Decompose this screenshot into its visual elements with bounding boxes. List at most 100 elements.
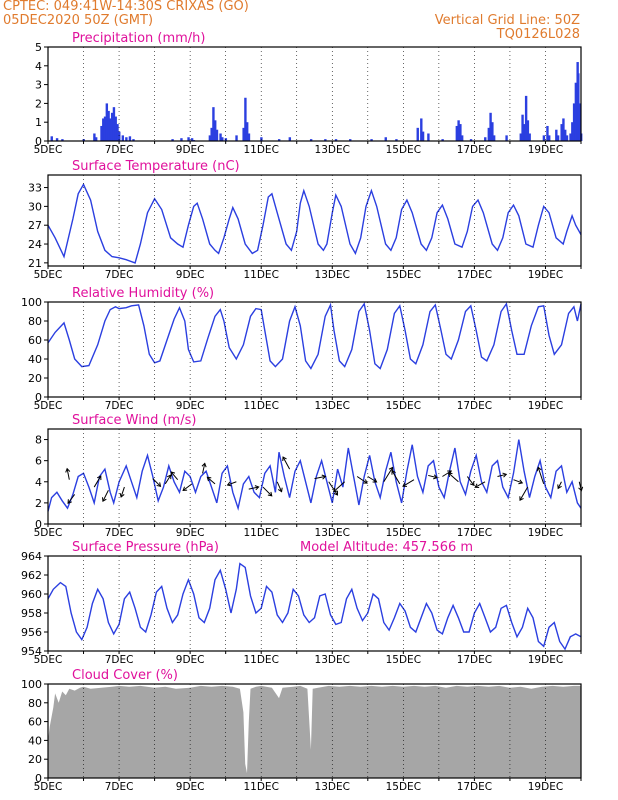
x-tick-label: 15DEC xyxy=(386,144,421,156)
precip-bar xyxy=(420,118,423,141)
wind-arrow xyxy=(519,486,529,502)
y-tick-label: 4 xyxy=(35,476,42,489)
precip-bar xyxy=(55,138,59,141)
x-tick-label: 17DEC xyxy=(457,269,492,281)
x-tick-label: 7DEC xyxy=(105,654,134,666)
x-tick-label: 11DEC xyxy=(243,654,278,666)
y-tick-label: 27 xyxy=(28,219,42,232)
x-tick-label: 19DEC xyxy=(528,527,563,539)
y-tick-label: 80 xyxy=(28,315,42,328)
wind-arrow xyxy=(328,481,339,496)
x-tick-label: 11DEC xyxy=(243,781,278,793)
x-tick-label: 19DEC xyxy=(528,144,563,156)
precip-bar xyxy=(102,118,105,141)
y-tick-label: 20 xyxy=(28,753,42,766)
precip-bar xyxy=(107,110,110,141)
precip-bar xyxy=(484,137,487,141)
x-tick-label: 17DEC xyxy=(457,144,492,156)
precip-bar xyxy=(487,127,491,141)
precip-bar xyxy=(334,139,338,141)
precip-bar xyxy=(460,135,464,141)
x-tick-label: 9DEC xyxy=(176,781,205,793)
panel-title: Precipitation (mm/h) xyxy=(72,31,205,46)
precip-bar xyxy=(235,135,238,141)
precip-bar xyxy=(457,120,460,141)
precip-bar xyxy=(455,125,459,141)
precip-bar xyxy=(187,137,190,141)
panel-4: 954 956 958 960 962 964 5DEC 7DEC 9DEC 11DEC 13DEC… xyxy=(21,540,582,666)
y-tick-label: 0 xyxy=(35,135,42,148)
precip-bar xyxy=(242,127,245,141)
precip-bar xyxy=(523,124,526,141)
precip-bar xyxy=(427,133,430,141)
x-tick-label: 5DEC xyxy=(34,781,63,793)
x-tick-label: 17DEC xyxy=(457,400,492,412)
x-tick-label: 13DEC xyxy=(315,654,350,666)
precip-bar xyxy=(416,127,419,141)
y-tick-label: 60 xyxy=(28,716,42,729)
wind-arrow xyxy=(497,472,508,478)
precip-bar xyxy=(546,125,549,141)
wind-arrow xyxy=(152,478,162,487)
panel-1: 21 24 27 30 33 5DEC 7DEC 9DEC 11DEC 13DEC 15DEC 17D… xyxy=(28,159,582,281)
precip-bar xyxy=(215,129,219,141)
precip-bar xyxy=(560,124,563,141)
x-tick-label: 13DEC xyxy=(315,527,350,539)
wind-arrow xyxy=(248,485,260,491)
wind-arrow xyxy=(164,474,172,485)
wind-arrow xyxy=(447,472,459,483)
wind-arrow xyxy=(314,474,327,480)
x-tick-label: 5DEC xyxy=(34,527,63,539)
wind-arrow xyxy=(428,474,438,480)
panel-frame xyxy=(47,174,582,267)
x-tick-label: 7DEC xyxy=(105,781,134,793)
wind-arrow xyxy=(356,476,368,484)
precip-bar xyxy=(50,136,53,141)
precip-bar xyxy=(572,103,576,141)
wind-arrow xyxy=(262,486,273,497)
panel-title: Surface Wind (m/s) xyxy=(72,413,196,428)
precip-bar xyxy=(171,139,174,141)
precip-bar xyxy=(93,133,96,141)
panel-frame xyxy=(47,301,582,398)
y-tick-label: 100 xyxy=(21,296,42,309)
y-tick-label: 33 xyxy=(28,182,42,195)
x-tick-label: 9DEC xyxy=(176,400,205,412)
y-tick-label: 956 xyxy=(21,626,42,639)
precip-bar xyxy=(116,124,119,141)
x-tick-label: 5DEC xyxy=(34,269,63,281)
series-line xyxy=(47,439,582,512)
panel-frame xyxy=(47,428,582,525)
y-tick-label: 0 xyxy=(35,772,42,785)
grid-note: Vertical Grid Line: 50Z xyxy=(434,13,580,28)
wind-arrow xyxy=(333,481,346,493)
x-tick-label: 7DEC xyxy=(105,527,134,539)
y-tick-label: 954 xyxy=(21,645,42,658)
y-tick-label: 964 xyxy=(21,550,42,563)
precip-bar xyxy=(100,125,103,141)
precip-bar xyxy=(244,97,247,141)
y-tick-label: 6 xyxy=(35,455,42,468)
precip-bar xyxy=(384,137,387,141)
y-tick-label: 4 xyxy=(35,60,42,73)
precip-bar xyxy=(190,138,194,141)
x-tick-label: 17DEC xyxy=(457,654,492,666)
precip-bar xyxy=(459,124,462,141)
precip-bar xyxy=(128,136,132,141)
y-tick-label: 2 xyxy=(35,97,42,110)
y-tick-label: 21 xyxy=(28,257,42,270)
location-line: CPTEC: 049:41W-14:30S CRIXAS (GO) xyxy=(3,0,249,14)
y-tick-label: 24 xyxy=(28,238,42,251)
y-tick-label: 2 xyxy=(35,497,42,510)
x-tick-label: 5DEC xyxy=(34,654,63,666)
precip-bar xyxy=(569,133,572,141)
precip-bar xyxy=(526,120,530,141)
panel-title: Surface Temperature (nC) xyxy=(72,159,240,174)
precip-bar xyxy=(571,122,574,141)
x-tick-label: 19DEC xyxy=(528,781,563,793)
precip-bar xyxy=(324,139,327,141)
precip-bar xyxy=(214,120,217,141)
x-tick-label: 13DEC xyxy=(315,269,350,281)
panel-frame xyxy=(47,46,582,142)
wind-arrow xyxy=(536,466,545,485)
